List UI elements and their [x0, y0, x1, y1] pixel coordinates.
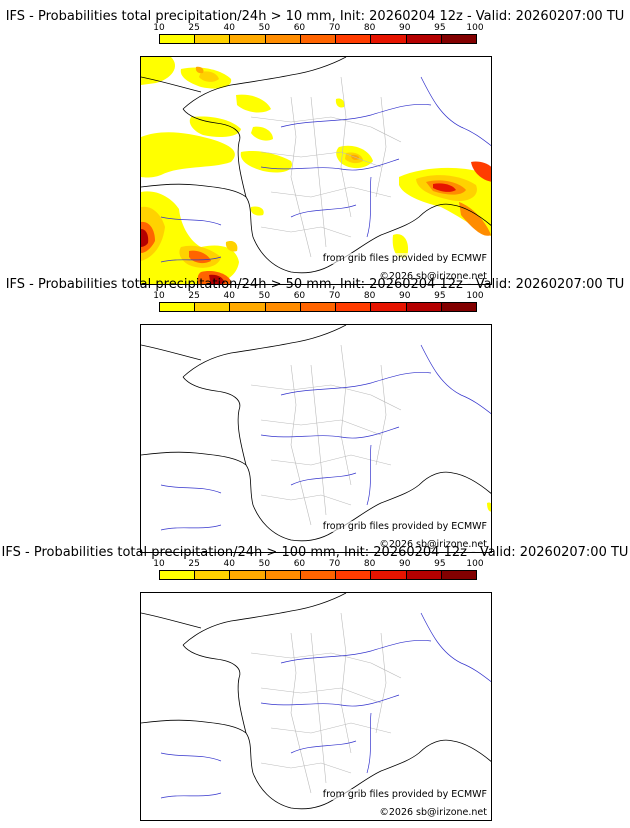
legend-tick-label: 80: [363, 23, 376, 33]
legend-tick-label: 10: [153, 23, 165, 33]
precip-probability-fields: [487, 502, 491, 512]
legend-tick-label: 50: [258, 23, 271, 33]
coastlines: [141, 57, 491, 274]
rivers: [160, 344, 491, 531]
legend-swatch: [406, 571, 442, 579]
admin-borders: [250, 344, 402, 526]
probability-map: from grib files provided by ECMWF ©2026 …: [140, 324, 492, 553]
map-layer: [141, 57, 491, 284]
map-layer: [141, 325, 491, 542]
legend-tick-label: 50: [258, 291, 271, 301]
legend-swatch: [160, 303, 196, 311]
legend-tick-label: 80: [363, 559, 376, 569]
legend-ticks: 10 25 40 50 60 70 80 90 95 100: [140, 23, 490, 33]
rivers: [160, 76, 491, 263]
legend-swatch: [406, 303, 442, 311]
legend-tick-label: 95: [434, 23, 446, 33]
legend-tick-label: 90: [399, 559, 411, 569]
legend-swatch: [195, 303, 231, 311]
legend-swatch: [300, 35, 337, 43]
legend-swatch: [441, 303, 476, 311]
precip-probability-fields: [141, 57, 491, 284]
legend-tick-label: 60: [293, 559, 306, 569]
legend-tick-label: 80: [363, 291, 376, 301]
legend-colorbar: [159, 570, 477, 580]
legend-tick-label: 60: [293, 291, 306, 301]
legend-colorbar: [159, 302, 477, 312]
legend-tick-label: 25: [188, 23, 200, 33]
legend-tick-label: 70: [328, 23, 341, 33]
legend-tick-label: 25: [188, 291, 200, 301]
legend-tick-label: 70: [328, 559, 341, 569]
legend-swatch: [300, 303, 337, 311]
probability-map: from grib files provided by ECMWF ©2026 …: [140, 56, 492, 285]
legend-ticks: 10 25 40 50 60 70 80 90 95 100: [140, 559, 490, 569]
legend-tick-label: 95: [434, 291, 446, 301]
legend-tick-label: 50: [258, 559, 271, 569]
legend-tick-label: 60: [293, 23, 306, 33]
legend-tick-label: 40: [223, 23, 235, 33]
legend-tick-label: 95: [434, 559, 446, 569]
legend-swatch: [160, 571, 196, 579]
panel-title: IFS - Probabilities total precipitation/…: [5, 9, 625, 24]
legend-swatch: [371, 35, 407, 43]
legend-swatch: [441, 35, 476, 43]
legend-swatch: [195, 35, 231, 43]
legend-tick-label: 100: [466, 559, 484, 569]
legend-swatch: [265, 571, 301, 579]
legend-swatch: [230, 571, 266, 579]
copyright-note: ©2026 sb@irizone.net: [379, 271, 487, 282]
data-source-note: from grib files provided by ECMWF: [322, 253, 487, 264]
legend-swatch: [336, 571, 372, 579]
coastlines: [141, 593, 491, 810]
legend-swatch: [265, 303, 301, 311]
rivers: [160, 612, 491, 799]
map-layer: [141, 593, 491, 810]
legend-swatch: [230, 35, 266, 43]
legend-swatch: [441, 571, 476, 579]
legend-colorbar: [159, 34, 477, 44]
probability-map: from grib files provided by ECMWF ©2026 …: [140, 592, 492, 821]
coastlines: [141, 325, 491, 542]
legend-swatch: [265, 35, 301, 43]
panel-title: IFS - Probabilities total precipitation/…: [5, 277, 625, 292]
legend-ticks: 10 25 40 50 60 70 80 90 95 100: [140, 291, 490, 301]
legend-swatch: [160, 35, 196, 43]
legend-swatch: [230, 303, 266, 311]
panel-title: IFS - Probabilities total precipitation/…: [1, 545, 629, 560]
legend-swatch: [371, 571, 407, 579]
legend-swatch: [195, 571, 231, 579]
legend-swatch: [371, 303, 407, 311]
panel-100mm: IFS - Probabilities total precipitation/…: [0, 545, 630, 821]
copyright-note: ©2026 sb@irizone.net: [379, 807, 487, 818]
panel-10mm: IFS - Probabilities total precipitation/…: [0, 9, 630, 285]
legend-tick-label: 100: [466, 291, 484, 301]
legend-tick-label: 70: [328, 291, 341, 301]
legend-swatch: [300, 571, 337, 579]
legend-swatch: [336, 35, 372, 43]
legend-tick-label: 100: [466, 23, 484, 33]
legend-tick-label: 40: [223, 291, 235, 301]
data-source-note: from grib files provided by ECMWF: [322, 789, 487, 800]
legend-tick-label: 90: [399, 23, 411, 33]
legend-tick-label: 10: [153, 559, 165, 569]
legend-swatch: [406, 35, 442, 43]
legend-tick-label: 10: [153, 291, 165, 301]
legend-tick-label: 40: [223, 559, 235, 569]
legend-tick-label: 25: [188, 559, 200, 569]
legend-swatch: [336, 303, 372, 311]
panel-50mm: IFS - Probabilities total precipitation/…: [0, 277, 630, 553]
legend-tick-label: 90: [399, 291, 411, 301]
data-source-note: from grib files provided by ECMWF: [322, 521, 487, 532]
admin-borders: [250, 612, 402, 794]
copyright-note: ©2026 sb@irizone.net: [379, 539, 487, 550]
